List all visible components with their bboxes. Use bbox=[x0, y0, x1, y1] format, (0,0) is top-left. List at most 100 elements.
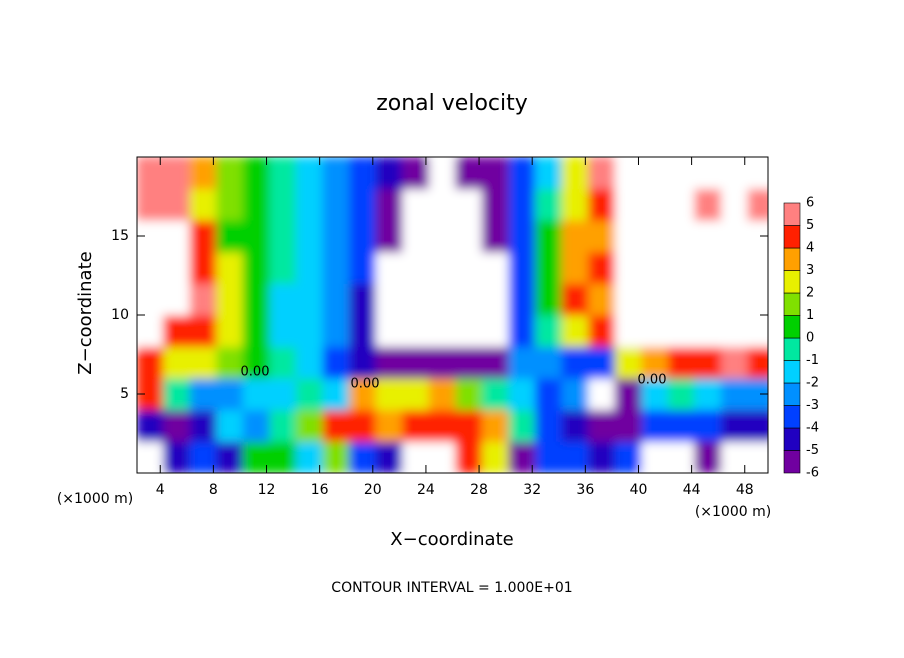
field-cell bbox=[561, 314, 590, 348]
field-cell bbox=[561, 282, 590, 316]
x-tick-label: 20 bbox=[364, 482, 382, 498]
field-cell bbox=[269, 440, 297, 473]
field-cell bbox=[375, 219, 404, 253]
x-tick-label: 48 bbox=[736, 482, 754, 498]
field-cell bbox=[694, 282, 723, 316]
field-cell bbox=[269, 282, 297, 316]
field-cell bbox=[667, 409, 696, 442]
field-cell bbox=[561, 346, 590, 379]
field-cell bbox=[667, 219, 696, 253]
field-cell bbox=[163, 314, 191, 348]
field-cell bbox=[694, 157, 723, 190]
colorbar-box bbox=[783, 405, 801, 429]
field-cell bbox=[189, 346, 218, 379]
field-cell bbox=[481, 346, 510, 379]
field-cell bbox=[535, 314, 563, 348]
field-cell bbox=[375, 282, 404, 316]
field-cell bbox=[428, 377, 457, 411]
field-cell bbox=[428, 157, 457, 190]
field-cell bbox=[508, 409, 537, 442]
field-cell bbox=[694, 346, 723, 379]
field-cell bbox=[295, 251, 324, 284]
field-cell bbox=[641, 409, 669, 442]
colorbar-box bbox=[783, 382, 801, 406]
x-unit-label: (×1000 m) bbox=[695, 504, 771, 520]
field-cell bbox=[163, 251, 191, 284]
field-cell bbox=[588, 440, 616, 473]
colorbar-box bbox=[783, 427, 801, 451]
field-cell bbox=[694, 188, 723, 221]
field-cell bbox=[481, 440, 510, 473]
field-cell bbox=[189, 157, 218, 190]
contour-label: 0.00 bbox=[638, 373, 667, 388]
y-tick-label: 5 bbox=[120, 386, 129, 402]
field-cell bbox=[428, 282, 457, 316]
field-cell bbox=[481, 282, 510, 316]
field-cell bbox=[561, 188, 590, 221]
x-tick-label: 4 bbox=[156, 482, 165, 498]
footer-note: CONTOUR INTERVAL = 1.000E+01 bbox=[331, 580, 572, 596]
colorbar-box bbox=[783, 270, 801, 294]
field-cell bbox=[189, 251, 218, 284]
field-cell bbox=[721, 314, 749, 348]
field-cell bbox=[163, 377, 191, 411]
field-cell bbox=[588, 219, 616, 253]
field-cell bbox=[614, 251, 643, 284]
field-cell bbox=[481, 188, 510, 221]
field-cell bbox=[588, 314, 616, 348]
field-cell bbox=[588, 188, 616, 221]
field-cell bbox=[667, 157, 696, 190]
colorbar-box bbox=[783, 247, 801, 271]
colorbar-label: -4 bbox=[806, 421, 819, 436]
field-cell bbox=[402, 409, 430, 442]
field-cell bbox=[269, 219, 297, 253]
y-tick-label: 15 bbox=[111, 228, 129, 244]
field-cell bbox=[242, 157, 271, 190]
colorbar-label: 3 bbox=[806, 263, 814, 278]
field-cell bbox=[694, 440, 723, 473]
field-cell bbox=[694, 251, 723, 284]
field-cell bbox=[322, 251, 351, 284]
field-cell bbox=[694, 314, 723, 348]
field-cell bbox=[641, 314, 669, 348]
field-cell bbox=[508, 440, 537, 473]
field-cell bbox=[535, 251, 563, 284]
field-cell bbox=[295, 188, 324, 221]
field-cell bbox=[242, 314, 271, 348]
x-tick-label: 28 bbox=[470, 482, 488, 498]
field-cell bbox=[641, 346, 669, 379]
field-cell bbox=[667, 251, 696, 284]
field-cell bbox=[216, 282, 244, 316]
field-cell bbox=[349, 314, 377, 348]
field-cell bbox=[322, 314, 351, 348]
field-cell bbox=[481, 157, 510, 190]
field-cell bbox=[721, 188, 749, 221]
field-cell bbox=[189, 219, 218, 253]
field-cell bbox=[402, 282, 430, 316]
field-cell bbox=[588, 346, 616, 379]
field-cell bbox=[455, 314, 483, 348]
field-cell bbox=[242, 251, 271, 284]
field-cell bbox=[747, 282, 768, 316]
field-cell bbox=[747, 157, 768, 190]
colorbar-label: 2 bbox=[806, 286, 814, 301]
colorbar-label: 5 bbox=[806, 218, 814, 233]
field-cell bbox=[588, 251, 616, 284]
field-cell bbox=[721, 251, 749, 284]
field-cell bbox=[535, 188, 563, 221]
field-cell bbox=[163, 346, 191, 379]
field-cell bbox=[428, 314, 457, 348]
field-cell bbox=[588, 157, 616, 190]
field-cell bbox=[614, 440, 643, 473]
field-cell bbox=[189, 314, 218, 348]
field-cell bbox=[189, 440, 218, 473]
field-cell bbox=[641, 157, 669, 190]
field-cell bbox=[322, 188, 351, 221]
chart-title: zonal velocity bbox=[376, 91, 528, 116]
field-cell bbox=[721, 282, 749, 316]
colorbar-label: -3 bbox=[806, 398, 819, 413]
colorbar-label: 6 bbox=[806, 196, 814, 211]
field-cell bbox=[242, 377, 271, 411]
field-cell bbox=[535, 409, 563, 442]
field-cell bbox=[667, 314, 696, 348]
